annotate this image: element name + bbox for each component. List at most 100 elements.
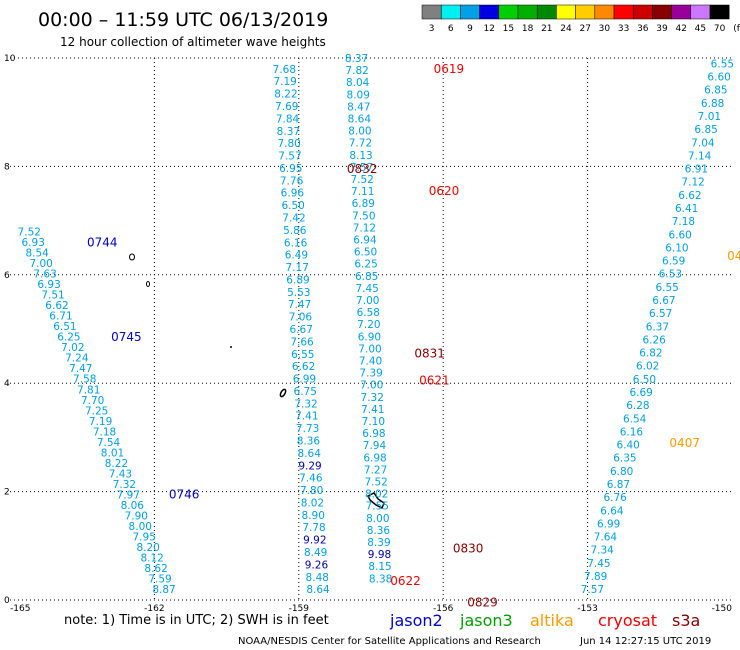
wave-height-value: 6.85 <box>694 124 717 136</box>
wave-height-value: 6.28 <box>626 400 649 412</box>
wave-height-value: 7.45 <box>587 558 610 570</box>
wave-height-value: 7.20 <box>357 319 380 331</box>
coastline-features <box>129 253 385 510</box>
island-shape <box>146 281 150 287</box>
wave-height-value: 8.12 <box>140 553 163 565</box>
grid-lines <box>10 57 732 601</box>
wave-height-value: 7.18 <box>93 426 116 438</box>
wave-height-value: 8.37 <box>277 126 300 138</box>
y-tick-label: 6 <box>4 271 10 281</box>
wave-height-value: 8.00 <box>366 513 389 525</box>
wave-height-value: 7.27 <box>364 464 387 476</box>
wave-height-value: 6.59 <box>662 256 685 268</box>
chart-subtitle: 12 hour collection of altimeter wave hei… <box>60 35 326 49</box>
pass-time-label: 0619 <box>434 62 465 76</box>
wave-height-value: 6.88 <box>701 98 724 110</box>
wave-height-value: 6.02 <box>636 361 659 373</box>
y-tick-label: 8 <box>4 162 10 172</box>
pass-time-label: 0746 <box>169 487 200 501</box>
legend-swatch <box>421 4 442 20</box>
wave-height-value: 8.02 <box>365 489 388 501</box>
wave-height-value: 6.50 <box>354 247 377 259</box>
legend-label: 6 <box>448 24 454 34</box>
wave-height-value: 7.69 <box>275 101 298 113</box>
wave-height-value: 6.40 <box>616 440 639 452</box>
wave-height-value: 6.76 <box>603 492 627 504</box>
wave-height-value: 7.11 <box>351 186 374 198</box>
wave-height-value: 7.80 <box>277 138 300 150</box>
wave-height-value: 7.52 <box>350 174 373 186</box>
wave-height-value: 6.58 <box>357 307 380 319</box>
wave-height-value: 7.32 <box>361 392 384 404</box>
wave-height-value: 7.18 <box>672 216 695 228</box>
legend-label: 21 <box>541 24 552 34</box>
wave-height-value: 6.93 <box>22 237 45 249</box>
legend-swatch <box>498 4 519 20</box>
wave-height-value: 6.96 <box>281 188 305 200</box>
wave-height-value: 6.53 <box>659 269 682 281</box>
wave-height-value: 7.95 <box>133 532 156 544</box>
wave-height-value: 6.16 <box>620 426 644 438</box>
legend-swatch <box>556 4 576 20</box>
wave-height-value: 6.25 <box>354 259 377 271</box>
wave-height-value: 6.80 <box>610 466 633 478</box>
satellite-name: altika <box>530 611 574 630</box>
legend-label: 24 <box>560 24 572 34</box>
wave-height-value: 6.25 <box>57 332 80 344</box>
wave-height-value: 7.52 <box>364 477 387 489</box>
wave-height-value: 6.94 <box>353 235 377 247</box>
wave-height-value: 7.66 <box>290 336 314 348</box>
wave-height-value: 8.01 <box>101 447 124 459</box>
legend-swatch <box>517 4 538 20</box>
x-tick-label: -162 <box>144 604 164 614</box>
wave-height-value: 8.00 <box>348 126 371 138</box>
wave-height-value: 6.37 <box>646 321 669 333</box>
wave-height-value: 6.57 <box>649 308 672 320</box>
wave-height-value: 7.57 <box>581 584 604 596</box>
wave-height-value: 7.80 <box>300 485 323 497</box>
wave-height-value: 7.54 <box>97 437 121 449</box>
pass-time-label: 0621 <box>419 373 450 387</box>
wave-height-value: 7.82 <box>345 65 368 77</box>
legend-swatch <box>575 4 596 20</box>
wave-height-value: 7.50 <box>352 210 375 222</box>
wave-height-value: 6.89 <box>352 198 375 210</box>
wave-height-value: 7.43 <box>109 468 132 480</box>
legend-label: 18 <box>522 24 534 34</box>
wave-height-value: 7.59 <box>148 574 171 586</box>
chart-title: 00:00 – 11:59 UTC 06/13/2019 <box>38 9 328 31</box>
y-tick-label: 10 <box>4 54 16 64</box>
wave-height-value: 8.13 <box>349 150 372 162</box>
footer-timestamp: Jun 14 12:27:15 UTC 2019 <box>579 636 711 647</box>
wave-height-value: 6.85 <box>704 85 727 97</box>
wave-height-value: 6.54 <box>623 413 647 425</box>
wave-height-value: 6.62 <box>678 190 701 202</box>
wave-height-value: 6.89 <box>286 274 309 286</box>
wave-height-value: 5.53 <box>287 287 310 299</box>
wave-height-value: 5.86 <box>283 225 307 237</box>
x-tick-label: -153 <box>577 604 597 614</box>
wave-height-value: 8.64 <box>298 448 322 460</box>
wave-height-value: 7.94 <box>363 440 387 452</box>
legend-label: 45 <box>695 24 706 34</box>
wave-height-value: 8.54 <box>25 247 49 259</box>
legend-label: 30 <box>599 24 611 34</box>
wave-height-value: 7.81 <box>77 384 100 396</box>
satellite-legend: jason2 jason3 altika cryosat s3a <box>389 611 700 630</box>
wave-height-value: 6.93 <box>37 279 60 291</box>
wave-height-value: 6.67 <box>290 324 313 336</box>
wave-height-value: 6.99 <box>293 374 316 386</box>
wave-height-value: 6.64 <box>600 505 624 517</box>
legend-swatch <box>594 4 615 20</box>
wave-height-value: 8.64 <box>306 584 330 596</box>
wave-height-value: 6.82 <box>639 348 662 360</box>
satellite-name: jason2 <box>389 611 443 630</box>
wave-height-value: 7.84 <box>276 113 300 125</box>
wave-height-value: 6.26 <box>642 334 666 346</box>
legend-unit: (ft) <box>733 24 740 34</box>
wave-height-value: 6.99 <box>597 518 620 530</box>
wave-height-value: 7.51 <box>41 290 64 302</box>
wave-height-value: 8.87 <box>152 584 175 596</box>
satellite-name: cryosat <box>598 611 657 630</box>
pass-time-label: 0829 <box>467 596 498 610</box>
